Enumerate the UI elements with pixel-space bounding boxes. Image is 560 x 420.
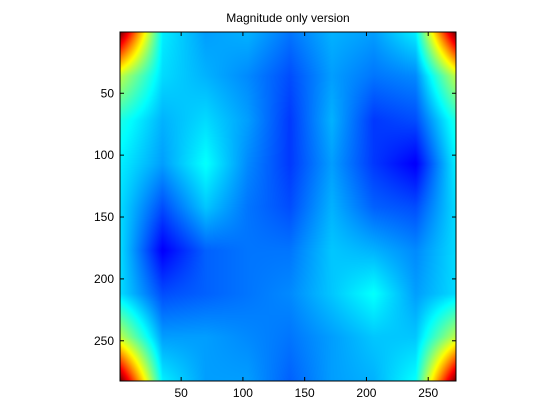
x-tick-label: 200 — [356, 386, 376, 400]
x-axis-ticks: 50 100 150 200 250 — [174, 32, 439, 400]
y-tick-label: 200 — [94, 272, 114, 286]
x-tick-label: 150 — [295, 386, 315, 400]
y-tick-label: 150 — [94, 210, 114, 224]
y-tick-label: 100 — [94, 148, 114, 162]
heatmap-image — [120, 32, 456, 381]
x-tick-label: 100 — [233, 386, 253, 400]
x-tick-label: 50 — [174, 386, 188, 400]
y-axis-ticks: 50 100 150 200 250 — [94, 86, 456, 348]
heatmap-cells — [120, 32, 456, 381]
axes-frame — [119, 31, 457, 382]
y-tick-label: 250 — [94, 334, 114, 348]
x-tick-label: 250 — [418, 386, 438, 400]
chart-title: Magnitude only version — [226, 11, 349, 25]
y-tick-label: 50 — [101, 86, 115, 100]
